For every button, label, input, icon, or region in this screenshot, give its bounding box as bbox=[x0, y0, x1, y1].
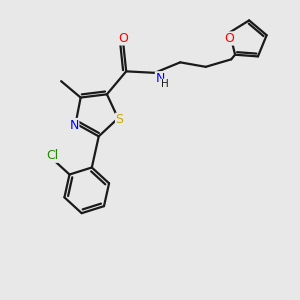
Text: S: S bbox=[116, 113, 124, 126]
Text: N: N bbox=[69, 118, 79, 131]
Text: H: H bbox=[161, 79, 169, 89]
Text: O: O bbox=[118, 32, 128, 45]
Text: N: N bbox=[155, 72, 165, 85]
Text: Cl: Cl bbox=[46, 149, 58, 162]
Text: O: O bbox=[225, 32, 235, 45]
